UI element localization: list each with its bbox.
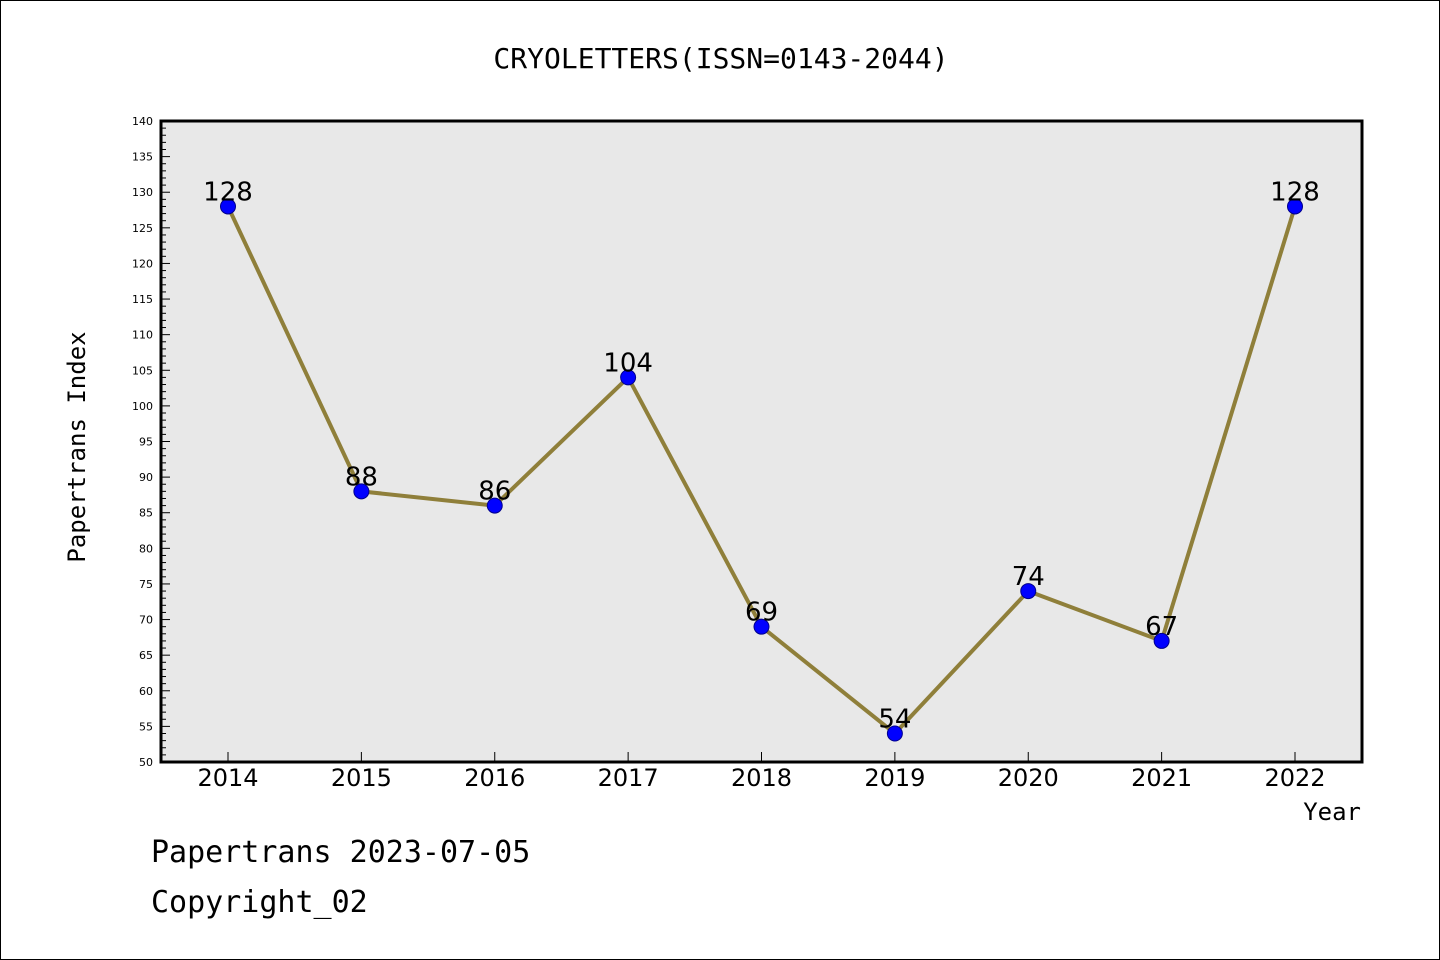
chart-title: CRYOLETTERS(ISSN=0143-2044) xyxy=(493,42,948,75)
data-label: 104 xyxy=(603,348,653,378)
data-label: 74 xyxy=(1012,562,1045,592)
data-label: 69 xyxy=(745,598,778,628)
x-tick-label: 2018 xyxy=(731,764,792,792)
data-point xyxy=(220,198,236,215)
data-label: 86 xyxy=(478,477,511,507)
data-label: 88 xyxy=(345,462,378,492)
x-axis-label: Year xyxy=(1303,798,1361,826)
y-tick-label: 115 xyxy=(132,293,153,306)
y-tick-label: 105 xyxy=(132,364,153,377)
y-tick-label: 125 xyxy=(132,222,153,235)
y-tick-label: 135 xyxy=(132,151,153,164)
y-tick-label: 140 xyxy=(132,115,153,128)
y-tick-label: 100 xyxy=(132,400,153,413)
x-tick-label: 2015 xyxy=(331,764,392,792)
data-label: 128 xyxy=(203,177,253,207)
y-tick-label: 95 xyxy=(139,436,153,449)
footer-copyright: Copyright_02 xyxy=(151,885,368,920)
y-axis: 50 55 60 65 70 75 80 85 90 95 100 105 110 115 120 125 13… xyxy=(132,115,170,769)
data-point xyxy=(1153,632,1170,649)
data-label: 54 xyxy=(878,705,911,735)
data-point xyxy=(1287,198,1303,215)
y-tick-label: 80 xyxy=(139,542,153,555)
footer-date: Papertrans 2023-07-05 xyxy=(151,835,531,870)
data-label: 67 xyxy=(1145,612,1178,642)
data-point xyxy=(753,618,770,635)
y-tick-label: 55 xyxy=(139,720,153,733)
x-tick-label: 2017 xyxy=(598,764,659,792)
x-tick-label: 2016 xyxy=(464,764,525,792)
y-tick-label: 50 xyxy=(139,756,153,769)
y-tick-label: 90 xyxy=(139,471,153,484)
x-tick-label: 2021 xyxy=(1131,764,1192,792)
x-tick-label: 2020 xyxy=(998,764,1059,792)
y-tick-label: 110 xyxy=(132,329,153,342)
y-axis-label: Papertrans Index xyxy=(63,331,91,562)
x-tick-label: 2014 xyxy=(197,764,258,792)
y-tick-label: 130 xyxy=(132,186,153,199)
x-tick-label: 2019 xyxy=(864,764,925,792)
x-tick-label: 2022 xyxy=(1264,764,1325,792)
y-tick-label: 60 xyxy=(139,685,153,698)
data-point xyxy=(486,497,503,514)
data-point xyxy=(353,483,370,500)
y-tick-label: 65 xyxy=(139,649,153,662)
plot-area xyxy=(159,119,1364,764)
y-tick-label: 70 xyxy=(139,614,153,627)
y-tick-label: 75 xyxy=(139,578,153,591)
data-point xyxy=(1020,583,1037,600)
series: 128 88 86 104 69 54 74 67 128 xyxy=(203,177,1320,742)
data-point xyxy=(886,725,903,742)
data-point xyxy=(620,369,637,386)
data-label: 128 xyxy=(1270,177,1320,207)
y-tick-label: 85 xyxy=(139,507,153,520)
x-axis: 2014 2015 2016 2017 2018 2019 2020 2021 2022 xyxy=(197,752,1326,792)
y-tick-label: 120 xyxy=(132,257,153,270)
